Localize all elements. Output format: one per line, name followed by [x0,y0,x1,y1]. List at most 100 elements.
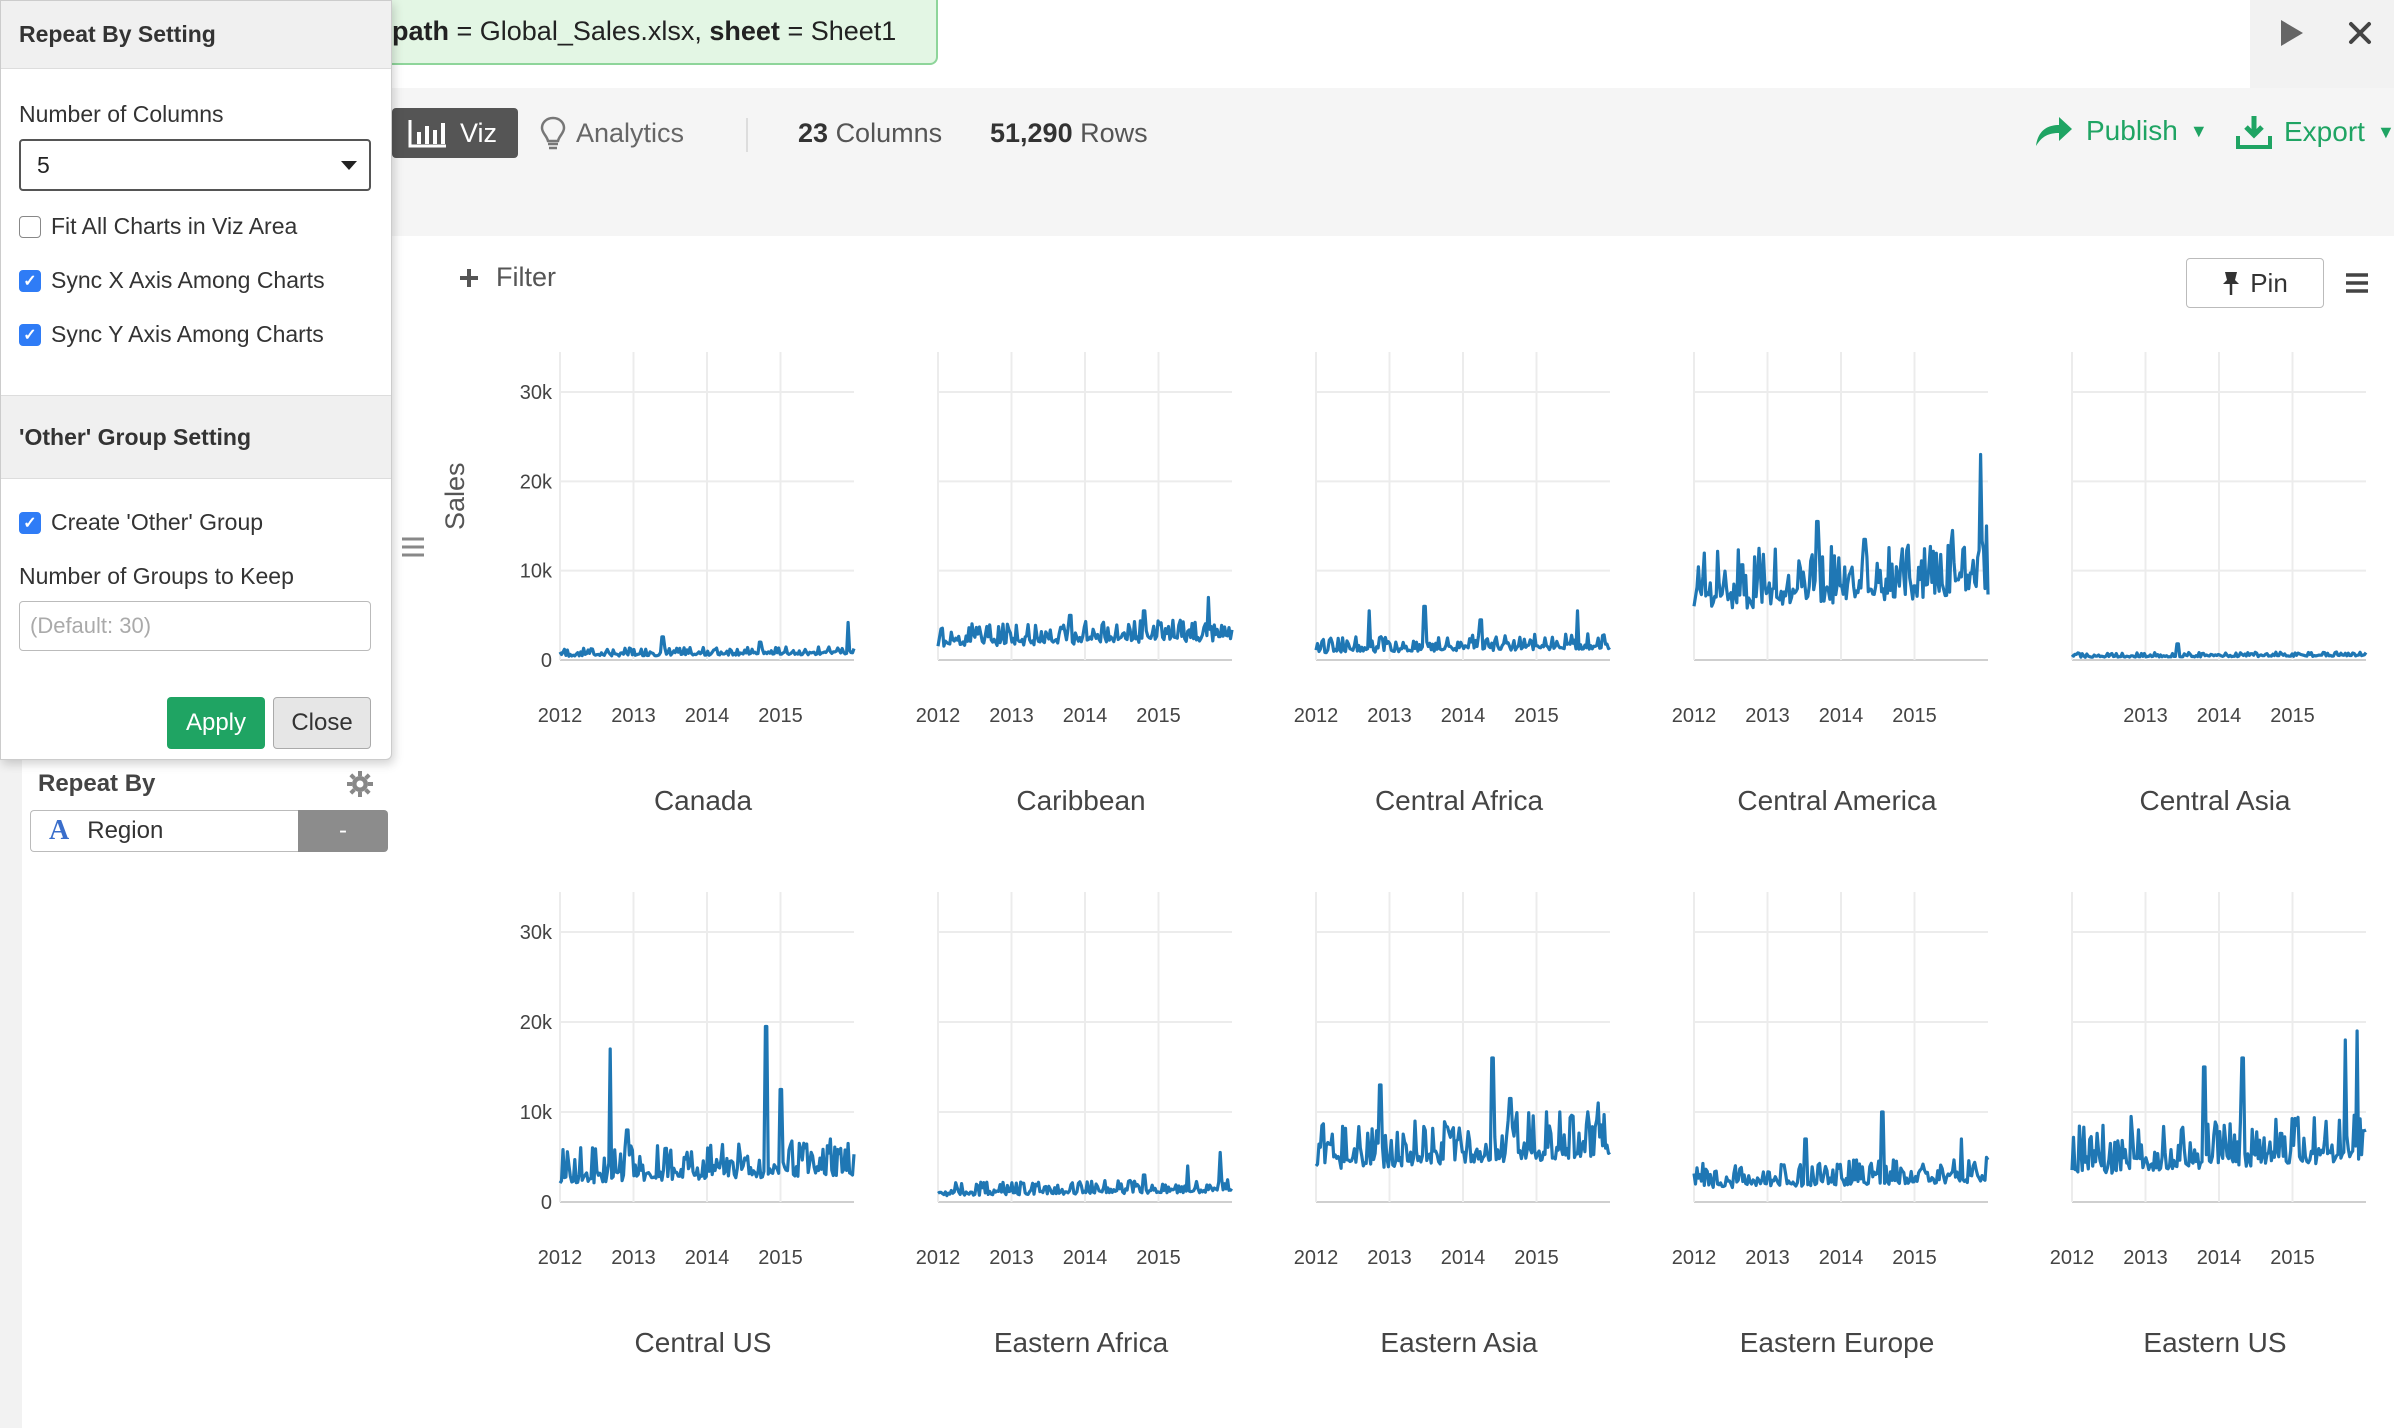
series-line [2070,642,2368,659]
columns-count-label: Columns [835,118,943,148]
x-tick-label: 2012 [1672,705,1717,727]
publish-caret-icon: ▼ [2189,120,2208,141]
fit-all-checkbox-row[interactable]: Fit All Charts in Viz Area [19,213,297,240]
x-tick-label: 2015 [1136,705,1181,727]
y-tick-label: 30k [520,922,553,944]
play-icon [2281,20,2303,46]
groups-keep-label: Number of Groups to Keep [19,563,294,589]
panel-title: Central America [1737,785,1937,816]
x-tick-label: 2014 [1441,705,1486,727]
x-tick-label: 2015 [1892,705,1937,727]
remove-field-button[interactable]: - [298,810,388,852]
panel-title: Eastern US [2143,1327,2286,1358]
num-columns-select[interactable]: 5 [19,139,371,191]
series-line [1692,452,1990,610]
x-tick-label: 2015 [758,1247,803,1269]
command-key-path: path [392,16,449,46]
repeat-by-settings-popup: Repeat By Setting Number of Columns 5 Fi… [0,0,392,760]
side-panel-menu-button[interactable] [398,532,428,562]
x-tick-label: 2013 [989,1247,1034,1269]
groups-keep-input[interactable]: (Default: 30) [19,601,371,651]
tab-analytics-label: Analytics [576,117,685,148]
repeat-by-field-label: Region [87,817,164,844]
pin-label: Pin [2250,267,2288,298]
columns-count-value: 23 [798,118,829,148]
chevron-down-icon [341,161,357,170]
repeat-by-label: Repeat By [38,770,156,797]
x-tick-label: 2013 [1745,1247,1790,1269]
apply-button[interactable]: Apply [167,697,265,749]
sync-x-checkbox[interactable]: ✓ [19,269,41,292]
create-other-label: Create 'Other' Group [51,509,264,535]
x-tick-label: 2014 [685,705,730,727]
tab-analytics[interactable]: Analytics [540,108,684,158]
close-icon [2349,22,2371,44]
x-tick-label: 2015 [1514,1247,1559,1269]
filter-button[interactable]: Filter [458,262,556,293]
x-tick-label: 2014 [1441,1247,1486,1269]
x-tick-label: 2015 [2270,705,2315,727]
repeat-by-settings-button[interactable] [346,770,376,800]
toolbar-divider [746,118,748,152]
pin-icon [2223,272,2240,295]
export-button[interactable]: Export ▼ [2236,114,2394,150]
series-line [2070,1029,2367,1175]
y-tick-label: 20k [520,471,553,493]
publish-label: Publish [2086,115,2178,146]
lightbulb-icon [540,116,566,150]
x-tick-label: 2013 [1367,705,1412,727]
x-tick-label: 2014 [1819,1247,1864,1269]
x-tick-label: 2013 [1745,705,1790,727]
x-tick-label: 2015 [1136,1247,1181,1269]
publish-button[interactable]: Publish ▼ [2034,114,2208,148]
sync-x-checkbox-row[interactable]: ✓ Sync X Axis Among Charts [19,267,325,294]
create-other-checkbox[interactable]: ✓ [19,511,41,534]
text-type-icon: A [49,815,70,846]
x-tick-label: 2014 [2197,1247,2242,1269]
bar-chart-icon [408,120,446,148]
x-tick-label: 2013 [611,705,656,727]
x-tick-label: 2012 [916,705,961,727]
command-key-sheet: sheet [709,16,780,46]
export-label: Export [2284,116,2365,147]
close-button[interactable]: Close [273,697,371,749]
y-tick-label: 0 [541,1192,552,1214]
close-command-button[interactable] [2330,8,2390,58]
popup-title: Repeat By Setting [1,1,391,69]
fit-all-label: Fit All Charts in Viz Area [51,213,298,239]
sync-y-label: Sync Y Axis Among Charts [51,321,324,347]
x-tick-label: 2014 [1819,705,1864,727]
other-group-title: 'Other' Group Setting [1,395,391,479]
command-value-sheet: = Sheet1 [779,16,897,46]
rows-count: 51,290 Rows [990,118,1148,149]
x-tick-label: 2015 [1892,1247,1937,1269]
pin-button[interactable]: Pin [2186,258,2324,308]
series-line [1314,604,1611,655]
series-line [558,620,856,658]
y-tick-label: 0 [541,650,552,672]
x-tick-label: 2013 [611,1247,656,1269]
x-tick-label: 2013 [2123,705,2168,727]
command-value-path: = Global_Sales.xlsx, [449,16,710,46]
series-line [936,595,1234,648]
command-actions-area [2250,0,2394,88]
sync-y-checkbox[interactable]: ✓ [19,323,41,346]
fit-all-checkbox[interactable] [19,215,41,238]
rows-count-label: Rows [1080,118,1148,148]
x-tick-label: 2015 [1514,705,1559,727]
run-button[interactable] [2262,8,2322,58]
command-box[interactable]: path = Global_Sales.xlsx, sheet = Sheet1 [360,0,938,65]
sync-y-checkbox-row[interactable]: ✓ Sync Y Axis Among Charts [19,321,324,348]
create-other-checkbox-row[interactable]: ✓ Create 'Other' Group [19,509,263,536]
x-tick-label: 2014 [2197,705,2242,727]
series-line [937,1150,1233,1198]
y-axis-title: Sales [440,462,470,530]
y-tick-label: 10k [520,1102,553,1124]
gear-icon [347,771,373,797]
panel-title: Canada [654,785,753,816]
x-tick-label: 2012 [538,705,583,727]
chart-menu-button[interactable] [2342,268,2372,298]
hamburger-icon [402,537,424,557]
repeat-by-field[interactable]: A Region [30,810,298,852]
tab-viz[interactable]: Viz [392,108,518,158]
